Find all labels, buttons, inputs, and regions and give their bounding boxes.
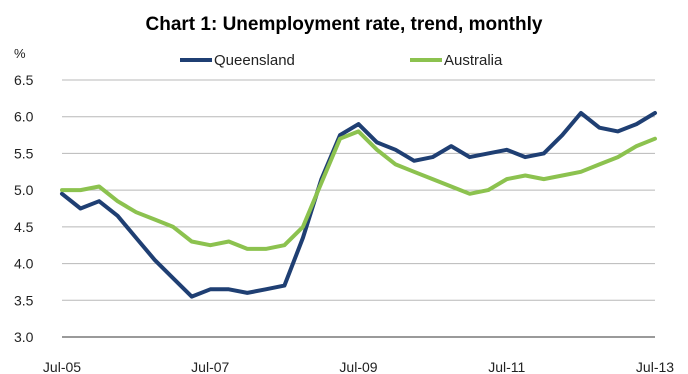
chart-title: Chart 1: Unemployment rate, trend, month… xyxy=(145,14,543,35)
y-tick-label: 5.5 xyxy=(14,145,34,161)
y-tick-label: 6.0 xyxy=(14,109,34,125)
y-axis-label: % xyxy=(14,46,26,61)
y-tick-label: 5.0 xyxy=(14,182,34,198)
x-tick-label: Jul-09 xyxy=(339,359,377,374)
x-tick-label: Jul-11 xyxy=(488,359,525,374)
y-tick-label: 3.5 xyxy=(14,292,34,308)
y-tick-label: 3.0 xyxy=(14,329,34,345)
y-tick-label: 6.5 xyxy=(14,72,34,88)
legend-label-australia: Australia xyxy=(444,52,503,69)
legend-label-queensland: Queensland xyxy=(214,52,295,69)
y-tick-label: 4.0 xyxy=(14,256,34,272)
x-tick-label: Jul-13 xyxy=(636,359,674,374)
y-tick-label: 4.5 xyxy=(14,219,34,235)
x-tick-label: Jul-05 xyxy=(43,359,81,374)
x-tick-label: Jul-07 xyxy=(191,359,229,374)
series-line-queensland xyxy=(60,111,657,299)
series-line-australia xyxy=(60,129,657,251)
